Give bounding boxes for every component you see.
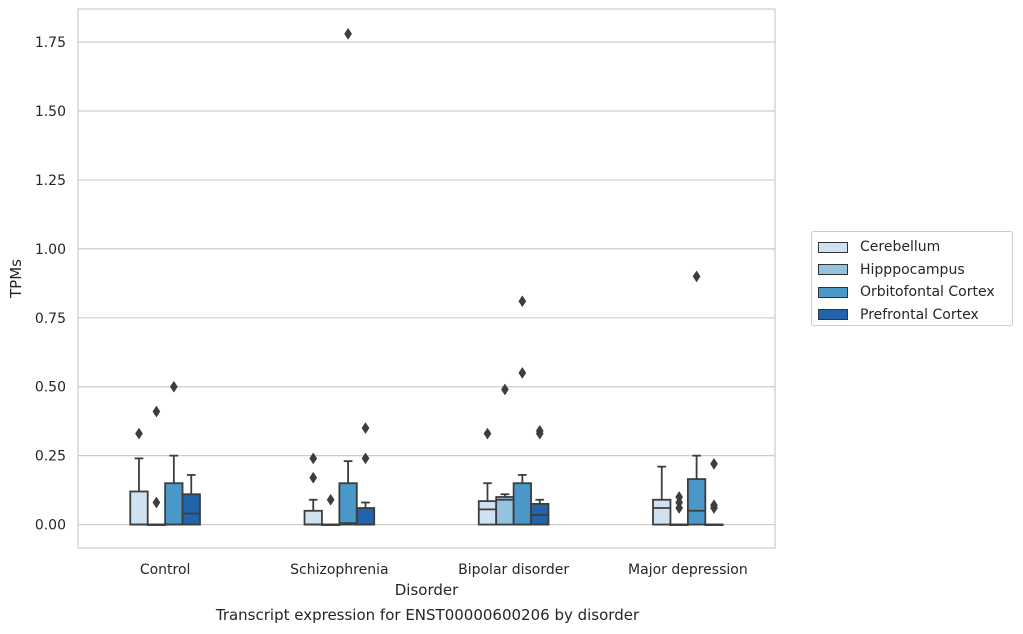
box-group xyxy=(129,427,149,526)
box-group xyxy=(652,465,672,526)
legend-item: Cerebellum xyxy=(818,236,1012,259)
outlier-point xyxy=(152,496,161,509)
legend-swatch-cerebellum xyxy=(818,241,848,253)
x-tick-labels: Control Schizophrenia Bipolar disorder Majo… xyxy=(140,562,748,578)
box-group xyxy=(704,457,724,526)
outlier-point xyxy=(309,452,318,465)
outlier-point xyxy=(501,383,509,396)
outlier-point xyxy=(326,493,335,506)
box-group xyxy=(303,452,323,526)
outlier-point xyxy=(710,457,718,470)
gridlines xyxy=(78,41,775,526)
box xyxy=(303,509,323,526)
outlier-point xyxy=(344,27,352,40)
outlier-point xyxy=(361,422,370,435)
y-tick-label: 1.00 xyxy=(35,242,66,258)
legend: Cerebellum Hipppocampus Orbitofontal Cor… xyxy=(811,231,1013,326)
plot-frame xyxy=(77,8,776,549)
legend-swatch-prefrontal xyxy=(818,309,848,321)
legend-item: Orbitofontal Cortex xyxy=(818,281,1012,304)
box-group xyxy=(146,405,167,526)
outlier-point xyxy=(535,424,544,437)
y-tick-label: 0.75 xyxy=(35,311,66,327)
y-tick-label: 1.50 xyxy=(35,104,66,120)
y-tick-label: 1.25 xyxy=(35,173,66,189)
y-tick-label: 0.00 xyxy=(35,518,66,534)
box-group xyxy=(338,27,358,526)
outlier-point xyxy=(169,380,178,393)
box-group xyxy=(530,424,550,526)
box-series xyxy=(129,27,724,526)
outlier-point xyxy=(483,427,492,440)
box-group xyxy=(669,491,689,526)
box-group xyxy=(164,380,184,526)
box xyxy=(181,493,201,526)
outlier-point xyxy=(518,366,527,379)
box-group xyxy=(477,427,498,526)
outlier-point xyxy=(675,491,684,503)
box-group xyxy=(181,474,201,526)
legend-swatch-hippocampus xyxy=(818,264,848,276)
box xyxy=(129,490,149,526)
box xyxy=(355,507,376,526)
box xyxy=(512,482,532,526)
legend-label: Prefrontal Cortex xyxy=(860,306,979,323)
outlier-point xyxy=(309,471,318,484)
box-group xyxy=(495,383,515,526)
box xyxy=(495,496,515,526)
x-tick-label: Bipolar disorder xyxy=(458,562,569,578)
y-axis-label: TPMs xyxy=(7,259,25,299)
x-tick-label: Schizophrenia xyxy=(290,562,388,578)
legend-label: Hipppocampus xyxy=(860,261,965,278)
figure-caption: Transcript expression for ENST0000060020… xyxy=(215,606,640,624)
box-group xyxy=(512,295,532,526)
y-tick-label: 0.50 xyxy=(35,380,66,396)
x-axis-label: Disorder xyxy=(395,581,459,599)
box-group xyxy=(321,493,341,526)
outlier-point xyxy=(692,270,701,283)
y-tick-label: 0.25 xyxy=(35,449,66,465)
y-tick-label: 1.75 xyxy=(35,35,66,51)
x-tick-label: Control xyxy=(140,562,191,578)
y-tick-labels: 0.00 0.25 0.50 0.75 1.00 1.25 1.50 1.75 xyxy=(35,35,66,533)
legend-label: Orbitofontal Cortex xyxy=(860,284,995,301)
legend-swatch-orbitofrontal xyxy=(818,286,848,298)
outlier-point xyxy=(518,295,527,308)
legend-label: Cerebellum xyxy=(860,239,941,256)
outlier-point xyxy=(361,452,370,465)
outlier-point xyxy=(135,427,143,440)
x-tick-label: Major depression xyxy=(628,562,748,578)
legend-item: Prefrontal Cortex xyxy=(818,304,1012,327)
box xyxy=(477,500,498,526)
outlier-point xyxy=(710,499,718,512)
box xyxy=(164,482,184,526)
box xyxy=(686,478,707,526)
box-group xyxy=(686,270,707,526)
outlier-point xyxy=(152,405,161,418)
legend-item: Hipppocampus xyxy=(818,259,1012,282)
box-group xyxy=(355,422,376,526)
box xyxy=(652,498,672,526)
box xyxy=(338,482,358,526)
